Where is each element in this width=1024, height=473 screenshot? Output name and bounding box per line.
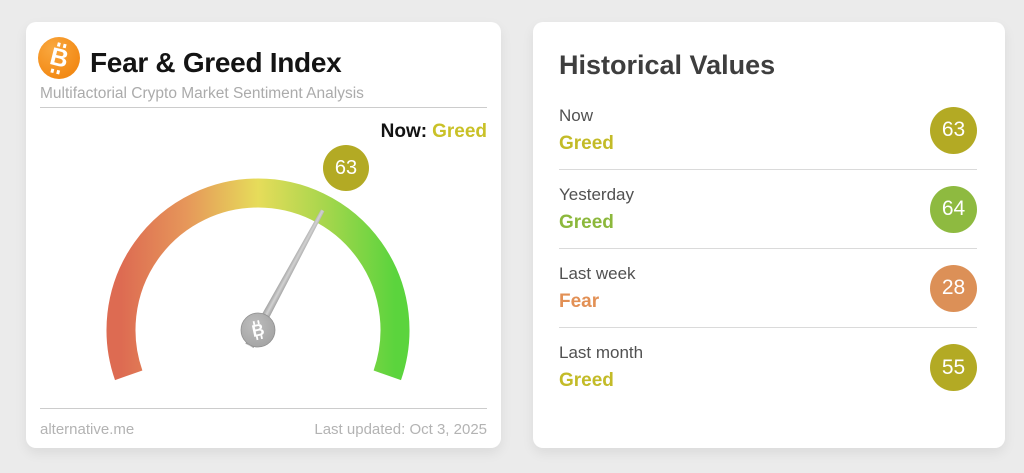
historical-rows: Now Greed 63 Yesterday Greed 64 Last wee… (559, 91, 977, 407)
historical-row-last-week: Last week Fear 28 (559, 249, 977, 328)
gauge-needle (245, 209, 325, 349)
historical-title: Historical Values (559, 50, 776, 80)
footer-site-link[interactable]: alternative.me (40, 421, 135, 438)
row-sentiment: Greed (559, 132, 614, 154)
row-period-label: Yesterday (559, 184, 634, 204)
row-period-label: Last week (559, 263, 636, 283)
historical-row-now: Now Greed 63 (559, 91, 977, 170)
bitcoin-hub-glyph: B (250, 320, 266, 341)
footer-divider (40, 408, 487, 409)
gauge-arc (106, 178, 410, 381)
card-subtitle: Multifactorial Crypto Market Sentiment A… (40, 85, 364, 102)
row-value-badge: 64 (930, 185, 977, 233)
gauge-value-badge: 63 (323, 145, 369, 191)
row-sentiment: Fear (559, 290, 600, 312)
header-divider (40, 107, 487, 108)
historical-row-last-month: Last month Greed 55 (559, 328, 977, 407)
row-value-badge: 55 (930, 344, 977, 391)
now-label: Now: (380, 121, 428, 142)
row-value-badge: 28 (930, 264, 977, 312)
bitcoin-icon: B (38, 37, 80, 79)
card-title: Fear & Greed Index (90, 47, 342, 78)
row-period-label: Now (559, 105, 594, 125)
fear-greed-gauge-card: B Fear & Greed Index Multifactorial Cryp… (26, 22, 501, 448)
row-period-label: Last month (559, 343, 644, 362)
gauge-chart: B (106, 178, 410, 381)
row-sentiment: Greed (559, 211, 614, 233)
historical-row-yesterday: Yesterday Greed 64 (559, 170, 977, 249)
gauge-hub: B (240, 312, 276, 348)
current-sentiment-line: Now: Greed (381, 121, 487, 143)
now-sentiment-value: Greed (432, 121, 487, 142)
historical-values-card: Historical Values Now Greed 63 Yesterday… (533, 22, 1005, 448)
last-updated-text: Last updated: Oct 3, 2025 (314, 421, 487, 438)
row-sentiment: Greed (559, 370, 614, 391)
card-footer: alternative.me Last updated: Oct 3, 2025 (40, 421, 487, 438)
row-value-badge: 63 (930, 106, 977, 154)
